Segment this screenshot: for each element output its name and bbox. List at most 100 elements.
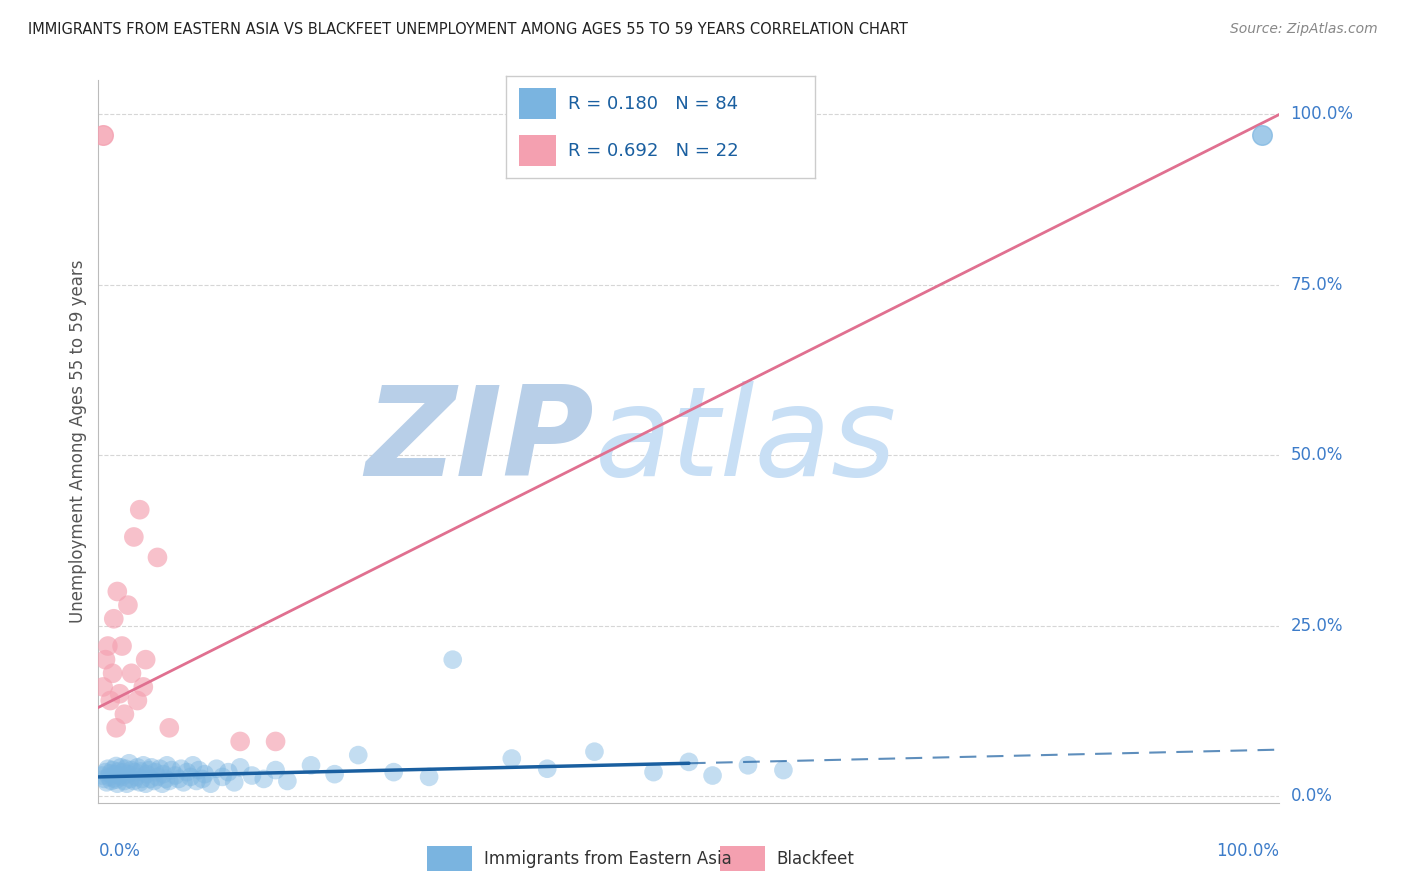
- Point: [142, 774, 165, 789]
- Point: [146, 770, 169, 784]
- Text: 75.0%: 75.0%: [1291, 276, 1343, 293]
- Point: [418, 770, 440, 784]
- Point: [112, 707, 135, 722]
- Point: [253, 772, 276, 786]
- Point: [94, 653, 117, 667]
- Point: [702, 768, 724, 782]
- Point: [97, 762, 120, 776]
- Point: [141, 760, 163, 774]
- Point: [156, 758, 179, 772]
- Point: [135, 653, 157, 667]
- Point: [323, 767, 346, 781]
- Point: [264, 763, 287, 777]
- Point: [107, 764, 129, 779]
- Point: [111, 639, 134, 653]
- Point: [114, 762, 136, 776]
- Point: [91, 768, 114, 782]
- Point: [117, 598, 139, 612]
- Point: [127, 693, 149, 707]
- Y-axis label: Unemployment Among Ages 55 to 59 years: Unemployment Among Ages 55 to 59 years: [69, 260, 87, 624]
- Point: [105, 772, 128, 787]
- Point: [117, 767, 139, 781]
- Text: 50.0%: 50.0%: [1291, 446, 1343, 464]
- Point: [98, 693, 121, 707]
- Point: [128, 502, 150, 516]
- Point: [96, 775, 118, 789]
- Point: [93, 772, 115, 786]
- Point: [108, 687, 131, 701]
- Point: [217, 765, 239, 780]
- Point: [501, 751, 523, 765]
- Point: [181, 758, 204, 772]
- Point: [170, 762, 193, 776]
- Point: [127, 760, 149, 774]
- Point: [98, 770, 121, 784]
- Point: [299, 758, 322, 772]
- Text: R = 0.180   N = 84: R = 0.180 N = 84: [568, 95, 738, 112]
- Point: [125, 770, 148, 784]
- Text: Immigrants from Eastern Asia: Immigrants from Eastern Asia: [484, 849, 731, 868]
- Point: [132, 680, 155, 694]
- Point: [138, 763, 160, 777]
- Text: atlas: atlas: [595, 381, 897, 502]
- Point: [441, 653, 464, 667]
- Point: [264, 734, 287, 748]
- Point: [124, 765, 146, 780]
- Point: [91, 128, 114, 142]
- FancyBboxPatch shape: [519, 88, 555, 119]
- Point: [229, 760, 252, 774]
- Point: [91, 680, 114, 694]
- Point: [105, 721, 128, 735]
- Point: [186, 774, 208, 789]
- Point: [121, 763, 143, 777]
- Point: [180, 770, 202, 784]
- Point: [382, 765, 405, 780]
- Point: [112, 765, 135, 780]
- Text: 0.0%: 0.0%: [1291, 787, 1333, 805]
- Point: [205, 762, 228, 776]
- Text: ZIP: ZIP: [366, 381, 595, 502]
- Text: Source: ZipAtlas.com: Source: ZipAtlas.com: [1230, 22, 1378, 37]
- Point: [132, 758, 155, 772]
- Point: [643, 765, 665, 780]
- Point: [172, 775, 194, 789]
- Point: [149, 762, 172, 776]
- Point: [104, 767, 127, 781]
- Point: [105, 777, 128, 791]
- Point: [139, 772, 162, 786]
- Point: [120, 772, 142, 786]
- Point: [176, 765, 198, 780]
- Point: [103, 612, 125, 626]
- Point: [229, 734, 252, 748]
- Point: [143, 765, 166, 780]
- Point: [276, 774, 298, 789]
- Point: [112, 774, 135, 789]
- Point: [211, 770, 233, 784]
- Point: [101, 763, 124, 777]
- Point: [94, 765, 117, 780]
- Point: [165, 768, 187, 782]
- Point: [583, 745, 606, 759]
- Point: [103, 771, 125, 785]
- Point: [98, 766, 121, 780]
- Text: 0.0%: 0.0%: [98, 842, 141, 860]
- Point: [122, 530, 145, 544]
- Point: [167, 772, 190, 786]
- Point: [135, 777, 157, 791]
- FancyBboxPatch shape: [427, 847, 472, 871]
- Point: [160, 763, 183, 777]
- Point: [146, 550, 169, 565]
- Point: [187, 763, 209, 777]
- FancyBboxPatch shape: [720, 847, 765, 871]
- Point: [101, 666, 124, 681]
- Point: [135, 767, 157, 781]
- Point: [108, 768, 131, 782]
- Point: [1250, 128, 1272, 142]
- Point: [240, 768, 263, 782]
- Point: [97, 639, 120, 653]
- Point: [105, 584, 128, 599]
- Point: [110, 760, 132, 774]
- Text: 100.0%: 100.0%: [1291, 105, 1354, 123]
- Text: R = 0.692   N = 22: R = 0.692 N = 22: [568, 142, 738, 160]
- Point: [121, 666, 143, 681]
